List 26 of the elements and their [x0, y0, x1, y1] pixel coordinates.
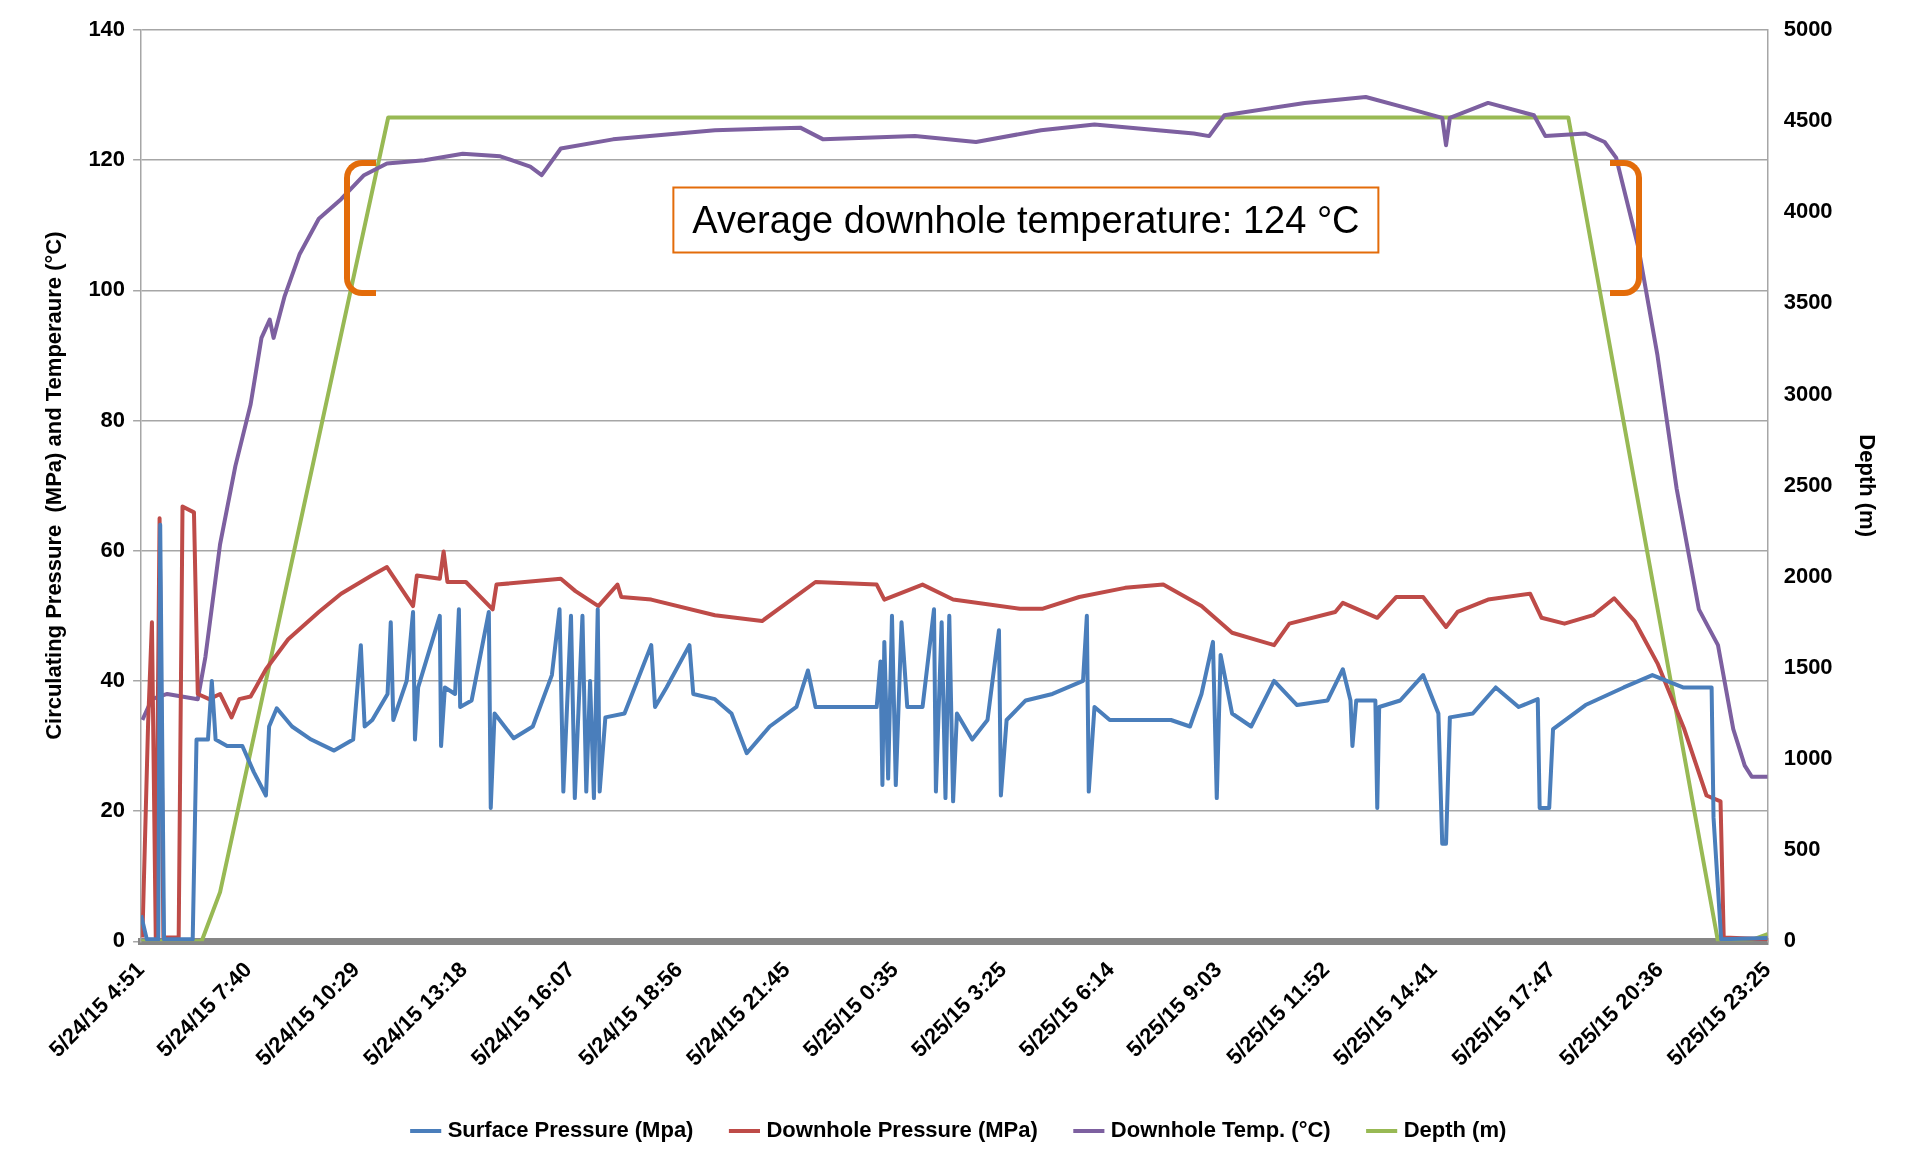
y-tick-label: 0 [112, 927, 126, 953]
legend-label: Downhole Temp. (°C) [1110, 1117, 1331, 1143]
y2-tick-label: 0 [1783, 927, 1796, 953]
y2-tick-label: 3500 [1783, 289, 1833, 315]
y2-tick-label: 4500 [1783, 107, 1833, 133]
y-tick-label: 100 [88, 276, 126, 302]
y2-tick-label: 1500 [1783, 653, 1833, 679]
y-tick-label: 120 [88, 146, 126, 172]
y-tick-label: 20 [100, 797, 126, 823]
y-tick-label: 60 [100, 536, 126, 562]
y2-tick-label: 500 [1783, 836, 1821, 862]
annotation: Average downhole temperature: 124 °C [672, 186, 1380, 254]
y2-tick-label: 1000 [1783, 745, 1833, 771]
y-axis-title: Circulating Pressure (MPa) and Temperaure (°C) [41, 231, 67, 740]
y2-tick-label: 2500 [1783, 471, 1833, 497]
y-tick-label: 80 [100, 406, 126, 432]
y2-tick-label: 4000 [1783, 198, 1833, 224]
legend-label: Depth (m) [1403, 1117, 1507, 1143]
y2-tick-label: 3000 [1783, 380, 1833, 406]
y-tick-label: 40 [100, 667, 126, 693]
y2-axis-title: Depth (m) [1854, 434, 1880, 537]
legend-label: Surface Pressure (Mpa) [447, 1117, 694, 1143]
y2-tick-label: 2000 [1783, 562, 1833, 588]
legend-label: Downhole Pressure (MPa) [766, 1117, 1038, 1143]
y-tick-label: 140 [88, 16, 126, 42]
y2-tick-label: 5000 [1783, 16, 1833, 42]
